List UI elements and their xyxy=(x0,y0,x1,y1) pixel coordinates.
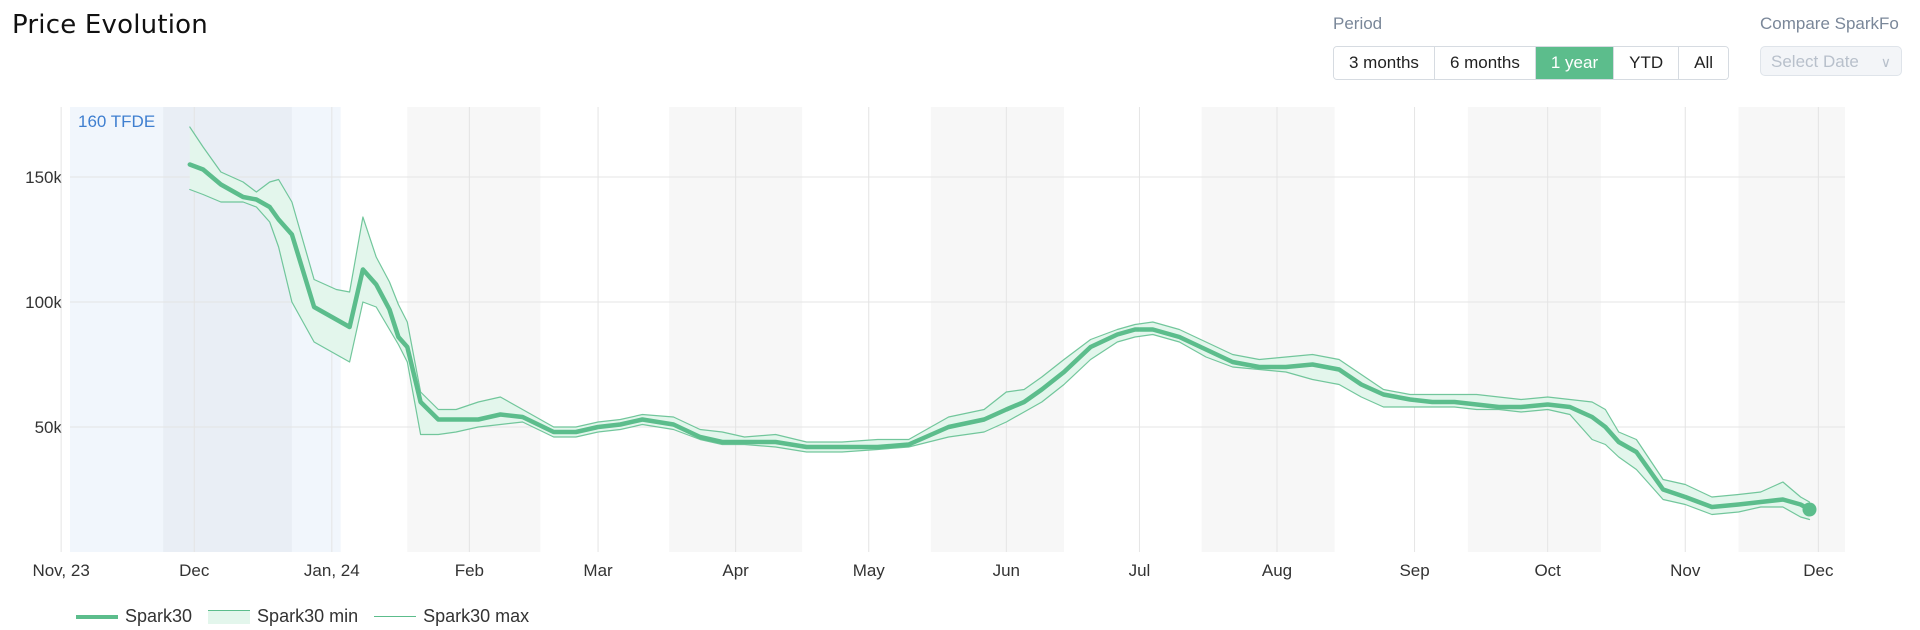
y-tick-label: 50k xyxy=(35,418,63,437)
x-tick-label: Mar xyxy=(583,561,613,580)
shaded-period-band xyxy=(1738,107,1845,552)
period-button-1-year[interactable]: 1 year xyxy=(1535,47,1615,79)
x-tick-label: Jan, 24 xyxy=(304,561,360,580)
legend-label-spark30: Spark30 xyxy=(125,606,193,626)
shaded-period-band xyxy=(1201,107,1335,552)
shaded-period-band xyxy=(407,107,541,552)
legend-item-spark30[interactable]: Spark30 xyxy=(76,606,192,627)
min-max-band xyxy=(189,127,1810,520)
period-button-ytd[interactable]: YTD xyxy=(1614,47,1680,79)
period-button-all[interactable]: All xyxy=(1679,47,1729,79)
chart-annotation: 160 TFDE xyxy=(78,112,155,131)
series-line-spark30-max xyxy=(189,126,1811,503)
legend-swatch-main xyxy=(76,610,118,624)
shaded-period-band xyxy=(1467,107,1601,552)
highlight-period-band xyxy=(163,107,292,552)
x-tick-label: Jun xyxy=(993,561,1020,580)
shaded-period-band xyxy=(930,107,1064,552)
legend-label-spark30-min: Spark30 min xyxy=(257,606,359,626)
x-tick-label: Dec xyxy=(179,561,210,580)
legend-item-spark30-min[interactable]: Spark30 min xyxy=(208,606,358,627)
x-tick-label: Nov xyxy=(1670,561,1701,580)
y-tick-label: 100k xyxy=(25,293,62,312)
legend-label-spark30-max: Spark30 max xyxy=(423,606,530,626)
period-button-6-months[interactable]: 6 months xyxy=(1434,47,1536,79)
legend-item-spark30-max[interactable]: Spark30 max xyxy=(374,606,529,627)
page-title: Price Evolution xyxy=(12,10,208,40)
period-selector: 3 months 6 months 1 year YTD All xyxy=(1333,46,1730,80)
x-tick-label: May xyxy=(853,561,886,580)
x-tick-label: Nov, 23 xyxy=(32,561,89,580)
chart-legend: Spark30 Spark30 min Spark30 max xyxy=(76,606,545,627)
x-tick-label: Sep xyxy=(1399,561,1429,580)
compare-label: Compare SparkFo xyxy=(1760,14,1899,33)
legend-swatch-min xyxy=(208,609,251,624)
x-tick-label: Oct xyxy=(1534,561,1561,580)
series-line-spark30-min xyxy=(189,188,1811,521)
compare-date-select[interactable]: Select Date ∨ xyxy=(1760,46,1902,76)
x-tick-label: Dec xyxy=(1803,561,1834,580)
x-tick-label: Aug xyxy=(1262,561,1292,580)
series-line-spark30 xyxy=(187,162,1812,512)
compare-date-placeholder: Select Date xyxy=(1771,52,1859,71)
period-label: Period xyxy=(1333,14,1383,33)
legend-swatch-max xyxy=(374,610,417,624)
chevron-down-icon: ∨ xyxy=(1880,54,1891,70)
period-button-3-months[interactable]: 3 months xyxy=(1334,47,1435,79)
x-tick-label: Feb xyxy=(455,561,484,580)
x-tick-label: Jul xyxy=(1129,561,1151,580)
last-point-marker xyxy=(1802,502,1817,517)
x-tick-label: Apr xyxy=(722,561,749,580)
y-tick-label: 150k xyxy=(25,168,62,187)
price-chart: 50k 100k 150k Nov, 23 Dec Jan, 24 Feb Mar Apr May… xyxy=(25,107,1845,580)
